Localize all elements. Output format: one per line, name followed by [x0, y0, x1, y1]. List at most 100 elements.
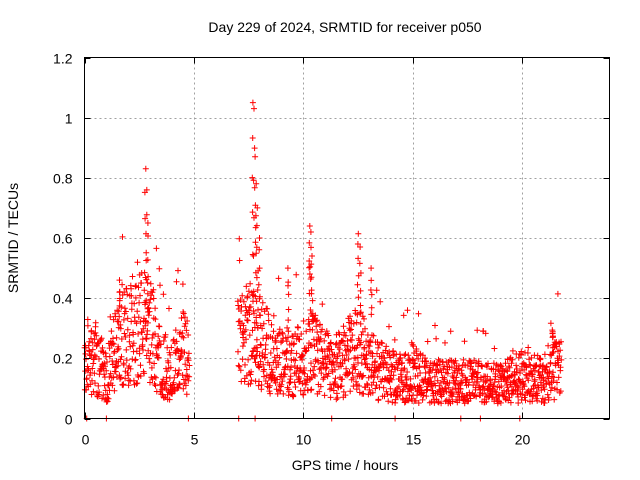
data-point: [399, 359, 406, 366]
data-point: [251, 184, 258, 191]
data-point: [88, 327, 95, 334]
data-point: [253, 314, 260, 321]
data-point: [557, 388, 564, 395]
data-point: [89, 365, 96, 372]
data-point: [546, 368, 553, 375]
data-point: [123, 357, 130, 364]
data-point: [464, 362, 471, 369]
axis-ticks: [84, 57, 610, 420]
data-point: [528, 354, 535, 361]
data-points: [81, 99, 565, 422]
data-point: [273, 337, 279, 344]
data-point: [286, 379, 293, 386]
data-point: [281, 364, 288, 371]
data-point: [307, 307, 314, 313]
data-point: [317, 335, 324, 342]
data-point: [137, 318, 144, 325]
data-point: [168, 344, 175, 351]
data-point: [133, 380, 140, 387]
data-point: [285, 317, 292, 324]
data-point: [554, 379, 560, 386]
x-tick-label: 20: [515, 432, 531, 448]
data-point: [141, 287, 148, 294]
data-point: [389, 399, 396, 406]
data-point: [88, 335, 94, 342]
x-tick-label: 0: [82, 432, 90, 448]
data-point: [256, 378, 262, 385]
data-point: [495, 393, 502, 400]
data-point: [112, 368, 119, 375]
data-point: [242, 326, 249, 333]
data-point: [461, 338, 468, 345]
data-point: [116, 295, 123, 302]
data-point: [550, 348, 557, 355]
data-point: [121, 305, 128, 312]
data-point: [185, 357, 192, 364]
data-point: [381, 355, 388, 361]
data-point: [148, 364, 155, 371]
data-point: [491, 345, 498, 352]
data-point: [126, 363, 133, 370]
data-point: [264, 305, 271, 312]
data-point: [374, 373, 381, 380]
data-point: [468, 360, 475, 367]
data-point: [379, 340, 386, 347]
data-point: [306, 271, 313, 277]
data-point: [266, 382, 273, 389]
data-point: [543, 364, 550, 371]
data-point: [116, 302, 123, 309]
data-point: [395, 383, 402, 390]
data-point: [547, 359, 554, 366]
data-point: [124, 315, 131, 322]
data-point: [357, 270, 364, 276]
data-point: [365, 374, 372, 381]
data-point: [240, 331, 247, 338]
data-point: [492, 366, 499, 373]
y-tick-label: 1: [65, 111, 73, 127]
data-point: [317, 321, 323, 328]
data-point: [497, 362, 504, 369]
data-point: [306, 264, 313, 271]
data-point: [167, 351, 174, 358]
data-point: [124, 326, 131, 333]
data-point: [347, 388, 354, 395]
data-point: [138, 280, 145, 286]
data-point: [147, 379, 153, 386]
data-point: [455, 389, 462, 396]
data-point: [155, 333, 162, 340]
data-point: [378, 339, 385, 346]
y-tick-label: 0.2: [53, 351, 73, 367]
data-point: [274, 376, 281, 383]
data-point: [306, 258, 313, 264]
data-point: [249, 99, 256, 106]
data-point: [143, 211, 150, 218]
data-point: [360, 372, 367, 379]
data-point: [457, 386, 464, 392]
data-point: [91, 370, 98, 377]
data-point: [255, 306, 261, 313]
data-point: [175, 348, 182, 354]
data-point: [240, 298, 247, 305]
data-point: [344, 343, 351, 349]
data-point: [248, 368, 255, 375]
data-point: [247, 303, 254, 310]
data-point: [125, 372, 132, 379]
data-point: [247, 280, 254, 287]
data-point: [235, 302, 242, 309]
data-point: [308, 261, 315, 268]
data-point: [240, 322, 247, 329]
data-point: [137, 292, 143, 299]
data-point: [316, 338, 323, 345]
data-point: [243, 283, 250, 290]
data-point: [358, 360, 365, 367]
data-point: [257, 341, 264, 348]
data-point: [545, 394, 552, 401]
data-point: [423, 358, 430, 364]
data-point: [544, 391, 551, 398]
data-point: [89, 346, 96, 353]
data-point: [258, 382, 265, 388]
data-point: [352, 366, 359, 373]
data-point: [332, 375, 339, 382]
data-point: [249, 209, 256, 216]
data-point: [284, 324, 291, 331]
